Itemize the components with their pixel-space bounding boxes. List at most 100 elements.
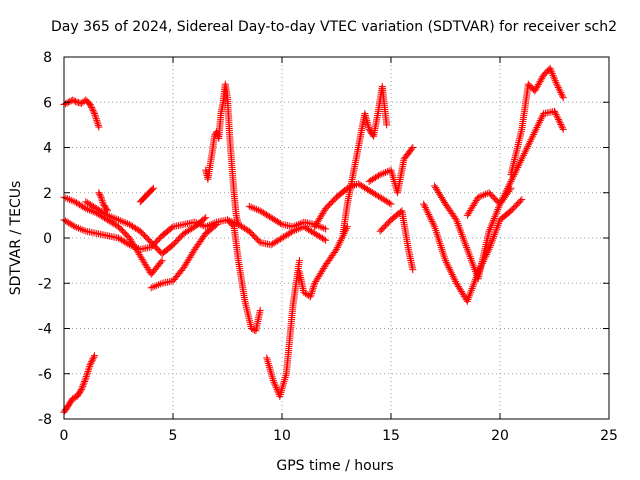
data-point	[109, 214, 117, 222]
data-point	[202, 214, 210, 222]
data-point	[528, 134, 536, 142]
data-point	[447, 269, 455, 277]
data-point	[534, 122, 542, 130]
data-point	[336, 238, 344, 246]
data-point	[537, 76, 545, 84]
data-point	[255, 237, 263, 245]
data-point	[519, 153, 527, 161]
data-point	[515, 160, 523, 168]
data-point	[518, 155, 526, 163]
data-point	[69, 222, 77, 230]
data-point	[375, 172, 383, 180]
data-point	[558, 90, 566, 98]
data-point	[451, 276, 459, 284]
data-point	[501, 190, 509, 198]
data-point	[64, 195, 72, 203]
data-point	[551, 77, 559, 85]
data-point	[70, 394, 78, 402]
data-point	[389, 174, 397, 182]
data-point	[148, 185, 156, 193]
data-point	[92, 115, 100, 123]
data-point	[520, 150, 528, 158]
data-point	[435, 236, 443, 244]
data-point	[82, 205, 90, 213]
data-point	[334, 242, 342, 250]
data-point	[309, 286, 317, 294]
data-point	[521, 148, 529, 156]
x-tick-label: 0	[60, 428, 69, 444]
data-point	[536, 117, 544, 125]
data-point	[551, 109, 559, 117]
data-point	[333, 244, 341, 252]
y-tick-label: -8	[38, 412, 52, 428]
data-point	[424, 209, 432, 217]
data-point	[531, 127, 539, 135]
data-point	[120, 218, 128, 226]
data-point	[476, 193, 484, 201]
data-point	[65, 196, 73, 204]
x-tick-label: 10	[273, 428, 291, 444]
data-point	[86, 361, 94, 369]
data-point	[434, 234, 442, 242]
data-point	[69, 395, 77, 403]
data-point	[88, 356, 96, 364]
data-point	[82, 374, 90, 382]
data-point	[122, 219, 130, 227]
data-point	[247, 203, 255, 211]
data-point	[79, 381, 87, 389]
data-point	[271, 380, 279, 388]
data-point	[95, 123, 103, 131]
data-point	[69, 197, 77, 205]
data-point	[200, 215, 208, 223]
data-point	[474, 193, 482, 201]
data-point	[80, 379, 88, 387]
data-point	[489, 216, 497, 224]
data-point	[486, 225, 494, 233]
data-point	[87, 207, 95, 215]
data-point	[505, 181, 513, 189]
data-point	[111, 214, 119, 222]
data-point	[535, 79, 543, 87]
data-point	[529, 132, 537, 140]
data-point	[105, 212, 113, 220]
x-tick-label: 5	[169, 428, 178, 444]
data-point	[387, 200, 395, 208]
data-point	[87, 102, 95, 110]
data-point	[443, 260, 451, 268]
data-point	[507, 177, 515, 185]
data-point	[107, 213, 115, 221]
data-point	[89, 107, 97, 115]
data-point	[499, 193, 507, 201]
data-point	[504, 184, 512, 192]
data-point	[70, 97, 78, 105]
data-point	[421, 204, 429, 212]
data-point	[269, 377, 277, 385]
data-point	[558, 92, 566, 100]
data-point	[491, 213, 499, 221]
data-point	[92, 113, 100, 121]
data-point	[307, 289, 315, 297]
data-point	[478, 192, 486, 200]
data-point	[385, 199, 393, 207]
data-point	[490, 215, 498, 223]
data-point	[422, 205, 430, 213]
data-point	[428, 217, 436, 225]
data-point	[380, 169, 388, 177]
data-point	[533, 123, 541, 131]
data-point	[530, 130, 538, 138]
data-point	[442, 257, 449, 265]
data-marks	[60, 64, 567, 416]
data-point	[133, 244, 141, 252]
data-point	[493, 207, 501, 215]
data-point	[504, 183, 512, 191]
data-point	[268, 373, 276, 381]
data-point	[113, 215, 121, 223]
data-point	[439, 249, 447, 257]
data-point	[440, 251, 448, 259]
data-point	[488, 220, 496, 228]
data-point	[270, 378, 278, 386]
data-point	[516, 197, 524, 205]
data-point	[318, 223, 326, 231]
data-point	[99, 198, 107, 206]
data-point	[211, 222, 219, 230]
